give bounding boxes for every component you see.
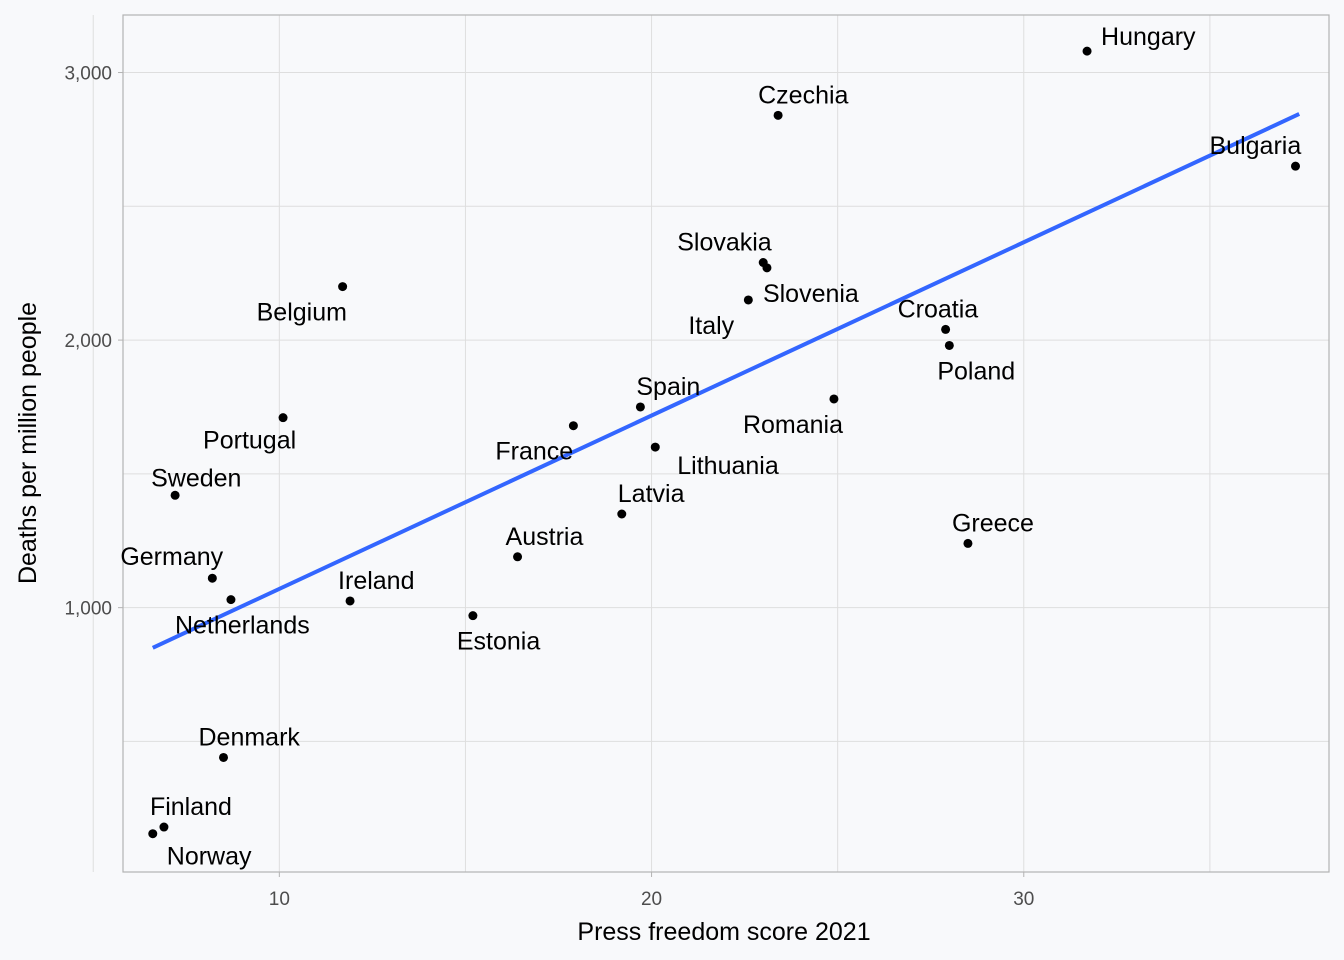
data-point bbox=[743, 295, 753, 305]
data-point bbox=[513, 552, 523, 562]
point-label: Latvia bbox=[618, 480, 685, 508]
x-tick-label: 10 bbox=[269, 889, 290, 910]
point-label: Croatia bbox=[898, 295, 979, 323]
plot-border bbox=[122, 14, 1330, 873]
point-label: Spain bbox=[636, 373, 700, 401]
ticks: 10 20 30 1,000 2,000 3,000 bbox=[64, 64, 1034, 910]
point-label: Netherlands bbox=[175, 612, 310, 640]
data-point bbox=[635, 402, 645, 412]
data-point bbox=[944, 340, 954, 350]
data-point bbox=[468, 611, 478, 621]
data-point bbox=[1082, 46, 1092, 56]
point-label: Lithuania bbox=[677, 452, 779, 480]
data-point bbox=[345, 596, 355, 606]
data-point bbox=[219, 752, 228, 762]
data-point bbox=[159, 822, 169, 832]
point-label: France bbox=[495, 438, 573, 466]
y-tick-label: 3,000 bbox=[64, 64, 112, 85]
data-point bbox=[338, 282, 348, 292]
point-label: Norway bbox=[167, 843, 252, 871]
point-label: Greece bbox=[952, 509, 1034, 537]
x-tick-label: 30 bbox=[1013, 889, 1034, 910]
data-point bbox=[278, 413, 288, 423]
point-label: Finland bbox=[150, 793, 232, 821]
point-label: Portugal bbox=[203, 427, 296, 455]
data-point bbox=[207, 573, 217, 583]
data-point bbox=[148, 829, 158, 839]
point-label: Belgium bbox=[257, 299, 347, 327]
point-label: Sweden bbox=[151, 464, 241, 492]
trend-line bbox=[151, 112, 1301, 650]
point-labels: Hungary Czechia Bulgaria Slovakia Slovenia Be… bbox=[120, 23, 1301, 871]
point-label: Bulgaria bbox=[1210, 132, 1302, 160]
data-point bbox=[650, 442, 660, 452]
data-point bbox=[568, 421, 578, 431]
plot-background bbox=[123, 15, 1329, 872]
point-label: Poland bbox=[937, 357, 1015, 385]
point-label: Hungary bbox=[1101, 23, 1196, 51]
y-tick-label: 1,000 bbox=[64, 599, 112, 620]
data-point bbox=[829, 394, 839, 404]
x-tick-label: 20 bbox=[641, 889, 662, 910]
data-point bbox=[963, 538, 973, 548]
grid bbox=[92, 15, 1329, 872]
point-label: Slovakia bbox=[677, 228, 772, 256]
data-point bbox=[170, 490, 180, 500]
point-label: Germany bbox=[120, 543, 223, 571]
data-point bbox=[1291, 161, 1300, 171]
point-label: Romania bbox=[743, 411, 843, 439]
point-label: Estonia bbox=[457, 628, 540, 656]
data-point bbox=[941, 324, 951, 334]
x-axis-title: Press freedom score 2021 bbox=[577, 918, 870, 946]
point-label: Italy bbox=[688, 312, 734, 340]
point-label: Slovenia bbox=[763, 280, 859, 308]
data-point bbox=[617, 509, 627, 519]
data-point bbox=[762, 263, 772, 273]
data-point bbox=[773, 110, 783, 120]
point-label: Ireland bbox=[338, 567, 414, 595]
point-label: Austria bbox=[506, 523, 584, 551]
point-label: Denmark bbox=[199, 723, 301, 751]
y-axis-title: Deaths per million people bbox=[14, 302, 42, 584]
point-label: Czechia bbox=[758, 81, 848, 109]
y-tick-label: 2,000 bbox=[64, 331, 112, 352]
data-point bbox=[226, 595, 236, 605]
data-points bbox=[148, 46, 1300, 839]
